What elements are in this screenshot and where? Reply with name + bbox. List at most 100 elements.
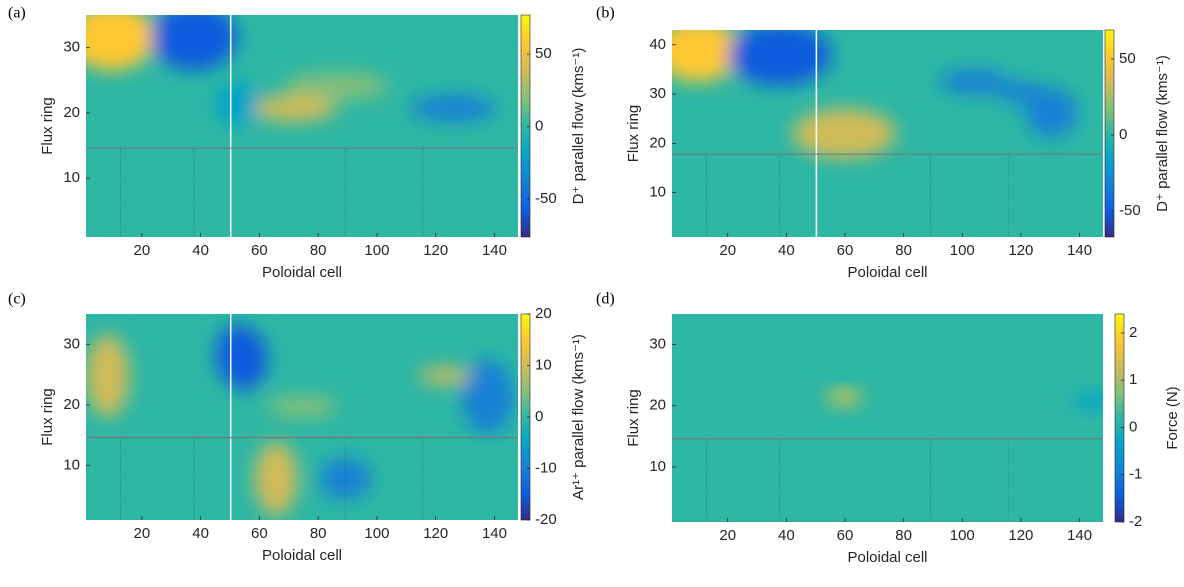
colorbar-tick-label: -2 <box>1129 513 1142 530</box>
field-feature <box>284 72 389 100</box>
colorbar <box>1104 29 1115 238</box>
y-axis-label: Flux ring <box>39 388 56 446</box>
colorbar-tick-label: -50 <box>1119 202 1141 219</box>
x-axis-label: Poloidal cell <box>262 264 342 281</box>
x-axis-label: Poloidal cell <box>847 264 927 281</box>
field-features <box>86 324 514 516</box>
x-tick-label: 100 <box>950 527 975 544</box>
colorbar-tick-label: 0 <box>1129 418 1137 435</box>
field <box>672 314 1103 522</box>
x-tick-label: 120 <box>1008 242 1033 259</box>
x-axis-label: Poloidal cell <box>262 547 342 564</box>
field-feature <box>418 367 471 385</box>
y-tick-label: 20 <box>63 396 80 413</box>
field-feature <box>939 69 1009 95</box>
colorbar-tick-label: -1 <box>1129 466 1142 483</box>
colorbar-tick-label: 50 <box>535 45 552 62</box>
colorbar-tick-label: 20 <box>535 305 552 322</box>
x-tick-label: 120 <box>423 525 448 542</box>
field-feature <box>86 334 130 417</box>
x-tick-label: 60 <box>251 242 268 259</box>
x-tick-label: 140 <box>1067 527 1092 544</box>
x-tick-label: 120 <box>1008 527 1033 544</box>
x-axis-label: Poloidal cell <box>847 549 927 566</box>
colorbar-tick-label: -50 <box>535 190 557 207</box>
field-feature <box>150 15 238 71</box>
field-feature <box>728 30 832 86</box>
colorbar-tick-label: 0 <box>535 408 543 425</box>
colorbar-label: Force (N) <box>1164 386 1181 449</box>
x-tick-label: 80 <box>895 527 912 544</box>
colorbar-tick-label: 0 <box>1119 126 1127 143</box>
y-axis-label: Flux ring <box>625 105 642 163</box>
field-features <box>672 30 1078 159</box>
field-background <box>672 314 1103 522</box>
y-tick-label: 10 <box>63 169 80 186</box>
x-tick-label: 40 <box>778 527 795 544</box>
colorbar <box>1114 313 1125 523</box>
x-tick-label: 60 <box>837 527 854 544</box>
panel-label: (d) <box>596 291 615 308</box>
field <box>86 15 518 237</box>
colorbar-tick-label: 1 <box>1129 371 1137 388</box>
field-feature <box>672 30 741 82</box>
panel-label: (a) <box>8 5 26 22</box>
colorbar-tick-label: -20 <box>535 511 557 528</box>
field-feature <box>86 15 156 71</box>
field-features <box>827 390 1103 410</box>
y-axis-label: Flux ring <box>39 97 56 155</box>
x-tick-label: 20 <box>133 525 150 542</box>
y-tick-label: 20 <box>649 134 666 151</box>
field-feature <box>215 81 259 127</box>
y-tick-label: 30 <box>649 336 666 353</box>
y-tick-label: 10 <box>649 184 666 201</box>
field <box>672 30 1103 237</box>
y-tick-label: 20 <box>649 397 666 414</box>
field-feature <box>410 94 497 122</box>
x-tick-label: 140 <box>482 242 507 259</box>
x-tick-label: 60 <box>251 525 268 542</box>
x-tick-label: 80 <box>310 525 327 542</box>
field-feature <box>267 396 337 418</box>
colorbar-label: D⁺ parallel flow (kms⁻¹) <box>570 48 587 205</box>
x-tick-label: 100 <box>364 525 389 542</box>
y-axis-label: Flux ring <box>625 389 642 447</box>
colorbar <box>520 14 531 238</box>
colorbar-label: Ar¹⁺ parallel flow (kms⁻¹) <box>570 334 587 500</box>
field-feature <box>827 390 862 404</box>
x-tick-label: 40 <box>192 242 209 259</box>
colorbar-tick-label: 10 <box>535 356 552 373</box>
x-tick-label: 40 <box>778 242 795 259</box>
x-tick-label: 140 <box>482 525 507 542</box>
x-tick-label: 140 <box>1067 242 1092 259</box>
colorbar-tick-label: 50 <box>1119 50 1136 67</box>
field-features <box>86 15 497 127</box>
x-tick-label: 80 <box>310 242 327 259</box>
field-feature <box>250 94 337 122</box>
x-tick-label: 120 <box>423 242 448 259</box>
x-tick-label: 20 <box>133 242 150 259</box>
field-feature <box>1072 393 1103 410</box>
y-tick-label: 10 <box>649 458 666 475</box>
colorbar-tick-label: -10 <box>535 459 557 476</box>
field <box>86 314 518 520</box>
field-feature <box>319 458 372 500</box>
x-tick-label: 20 <box>719 527 736 544</box>
y-tick-label: 30 <box>63 335 80 352</box>
field-feature <box>792 108 897 159</box>
x-tick-label: 100 <box>950 242 975 259</box>
x-tick-label: 20 <box>719 242 736 259</box>
y-tick-label: 20 <box>63 104 80 121</box>
panel-label: (b) <box>596 5 615 22</box>
x-tick-label: 60 <box>837 242 854 259</box>
y-tick-label: 10 <box>63 456 80 473</box>
x-tick-label: 100 <box>364 242 389 259</box>
field-feature <box>461 359 514 434</box>
field-feature <box>1025 87 1078 138</box>
x-tick-label: 80 <box>895 242 912 259</box>
field-feature <box>224 328 268 391</box>
field-feature <box>254 441 298 516</box>
y-tick-label: 30 <box>63 39 80 56</box>
y-tick-label: 40 <box>649 36 666 53</box>
x-tick-label: 40 <box>192 525 209 542</box>
